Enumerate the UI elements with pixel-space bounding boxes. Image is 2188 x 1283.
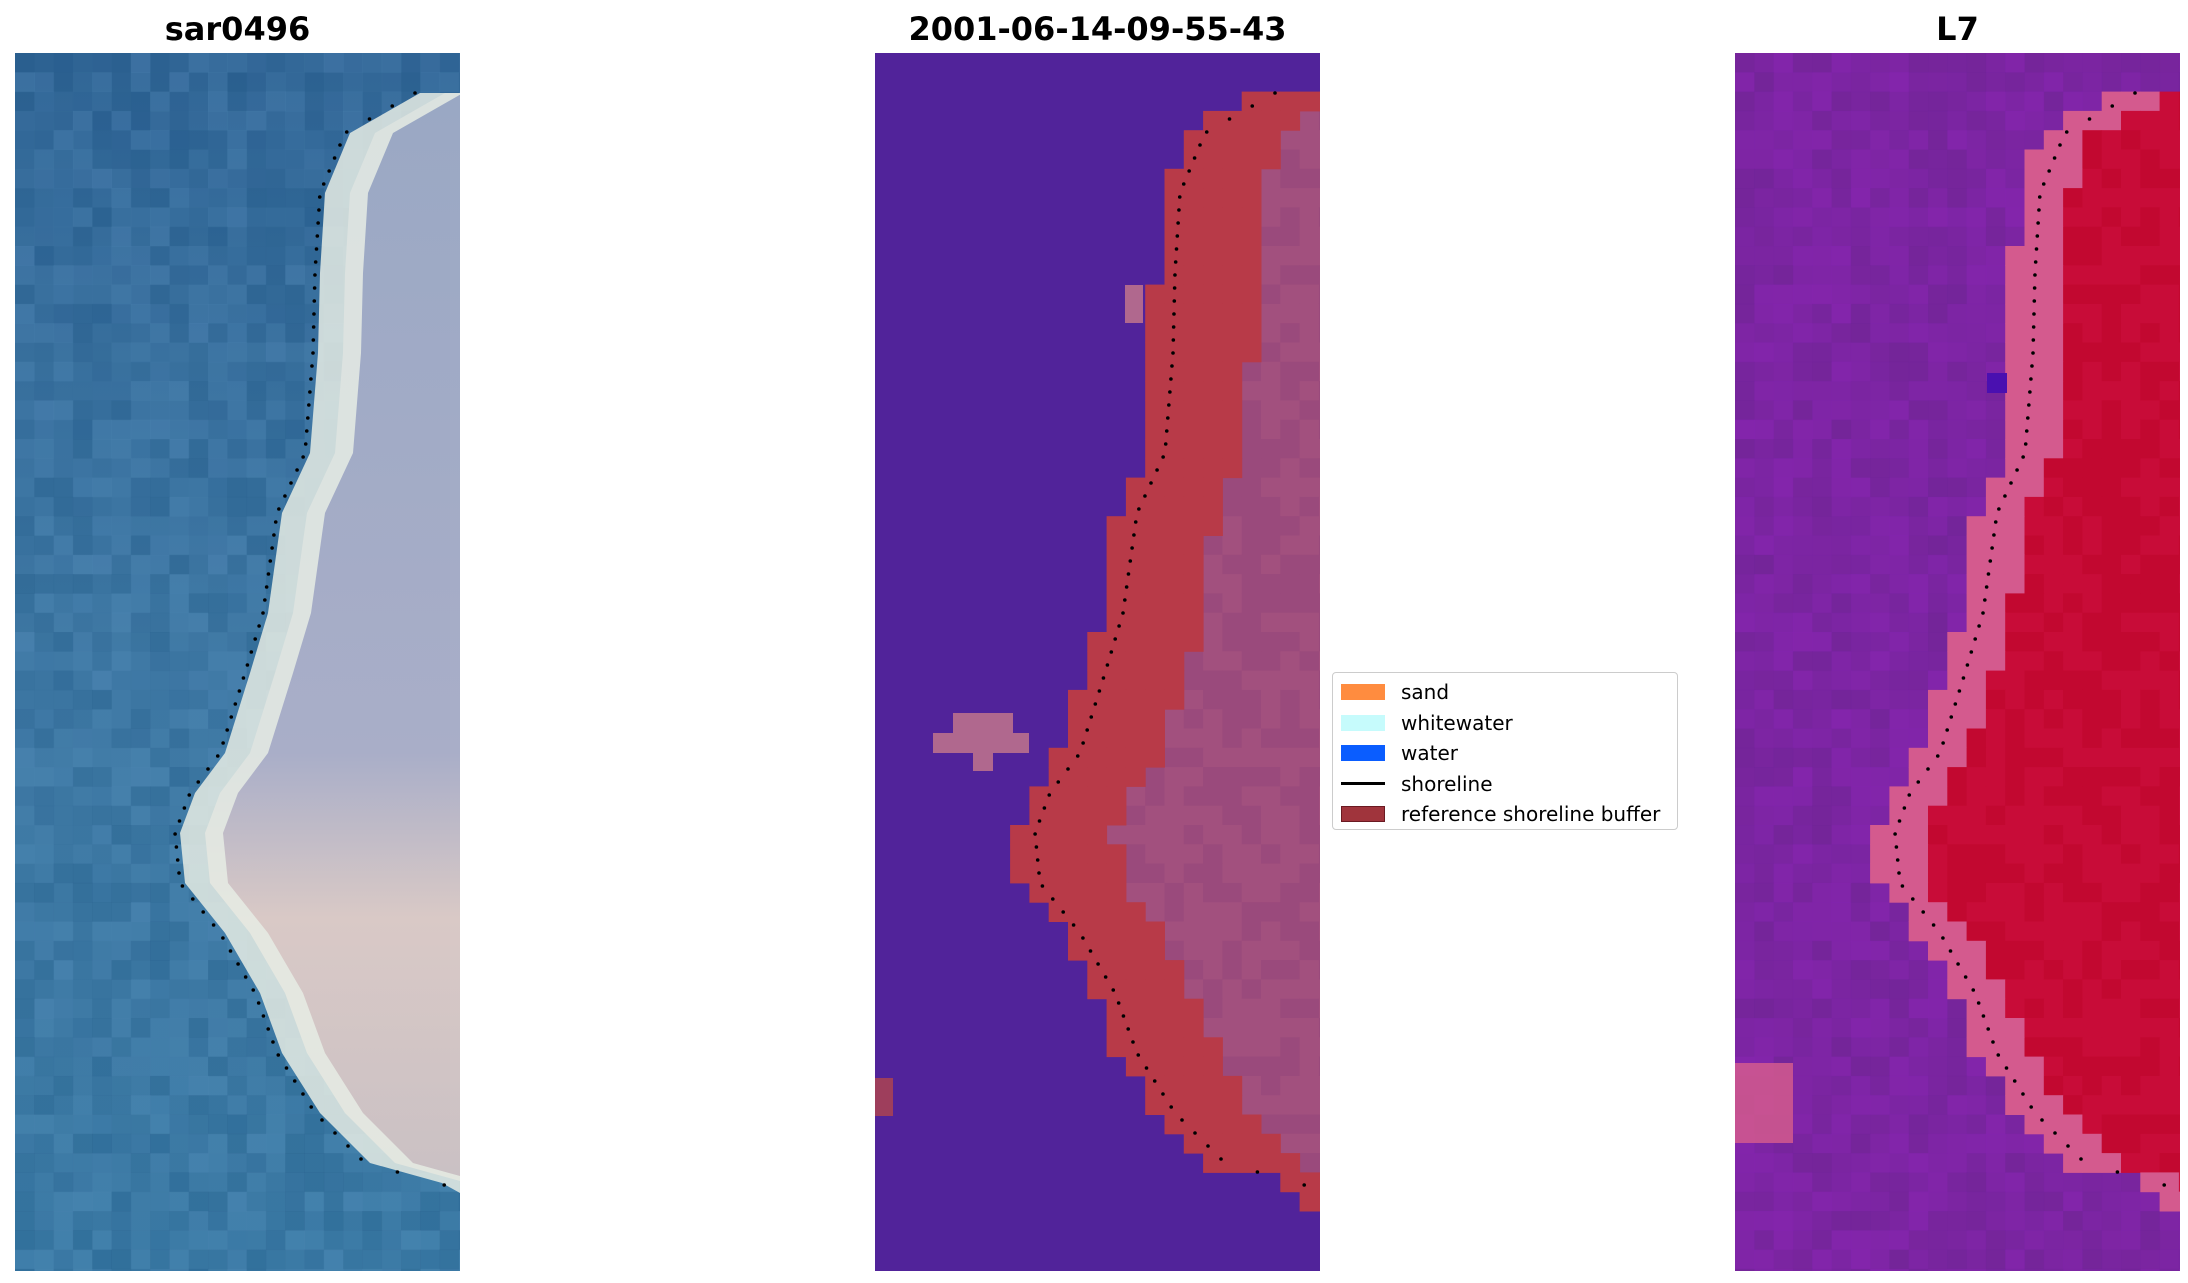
legend-label-reference-buffer: reference shoreline buffer xyxy=(1401,802,1661,827)
legend-swatch-whitewater xyxy=(1341,714,1385,731)
rgb-image xyxy=(15,53,460,1271)
legend-swatch-reference-buffer xyxy=(1341,806,1385,823)
legend-label-shoreline: shoreline xyxy=(1401,771,1493,796)
mndwi-image xyxy=(1735,53,2180,1271)
legend-label-sand: sand xyxy=(1401,680,1450,705)
legend-item-water: water xyxy=(1341,738,1669,769)
legend-item-whitewater: whitewater xyxy=(1341,708,1669,739)
legend-swatch-sand xyxy=(1341,684,1385,701)
panel-title-date: 2001-06-14-09-55-43 xyxy=(908,10,1287,48)
legend-label-water: water xyxy=(1401,741,1458,766)
mndwi-image-panel xyxy=(1735,53,2180,1271)
panel-title-sensor: L7 xyxy=(1936,10,1979,48)
legend-item-reference-buffer: reference shoreline buffer xyxy=(1341,799,1669,830)
panel-title-rgb: sar0496 xyxy=(164,10,311,48)
legend: sand whitewater water shoreline referenc… xyxy=(1332,672,1678,830)
rgb-image-panel xyxy=(15,53,460,1271)
legend-item-sand: sand xyxy=(1341,677,1669,708)
legend-label-whitewater: whitewater xyxy=(1401,710,1513,735)
legend-item-shoreline: shoreline xyxy=(1341,769,1669,800)
classified-image-panel xyxy=(875,53,1320,1271)
legend-swatch-shoreline xyxy=(1341,782,1385,786)
legend-swatch-water xyxy=(1341,745,1385,762)
classified-image xyxy=(875,53,1320,1271)
